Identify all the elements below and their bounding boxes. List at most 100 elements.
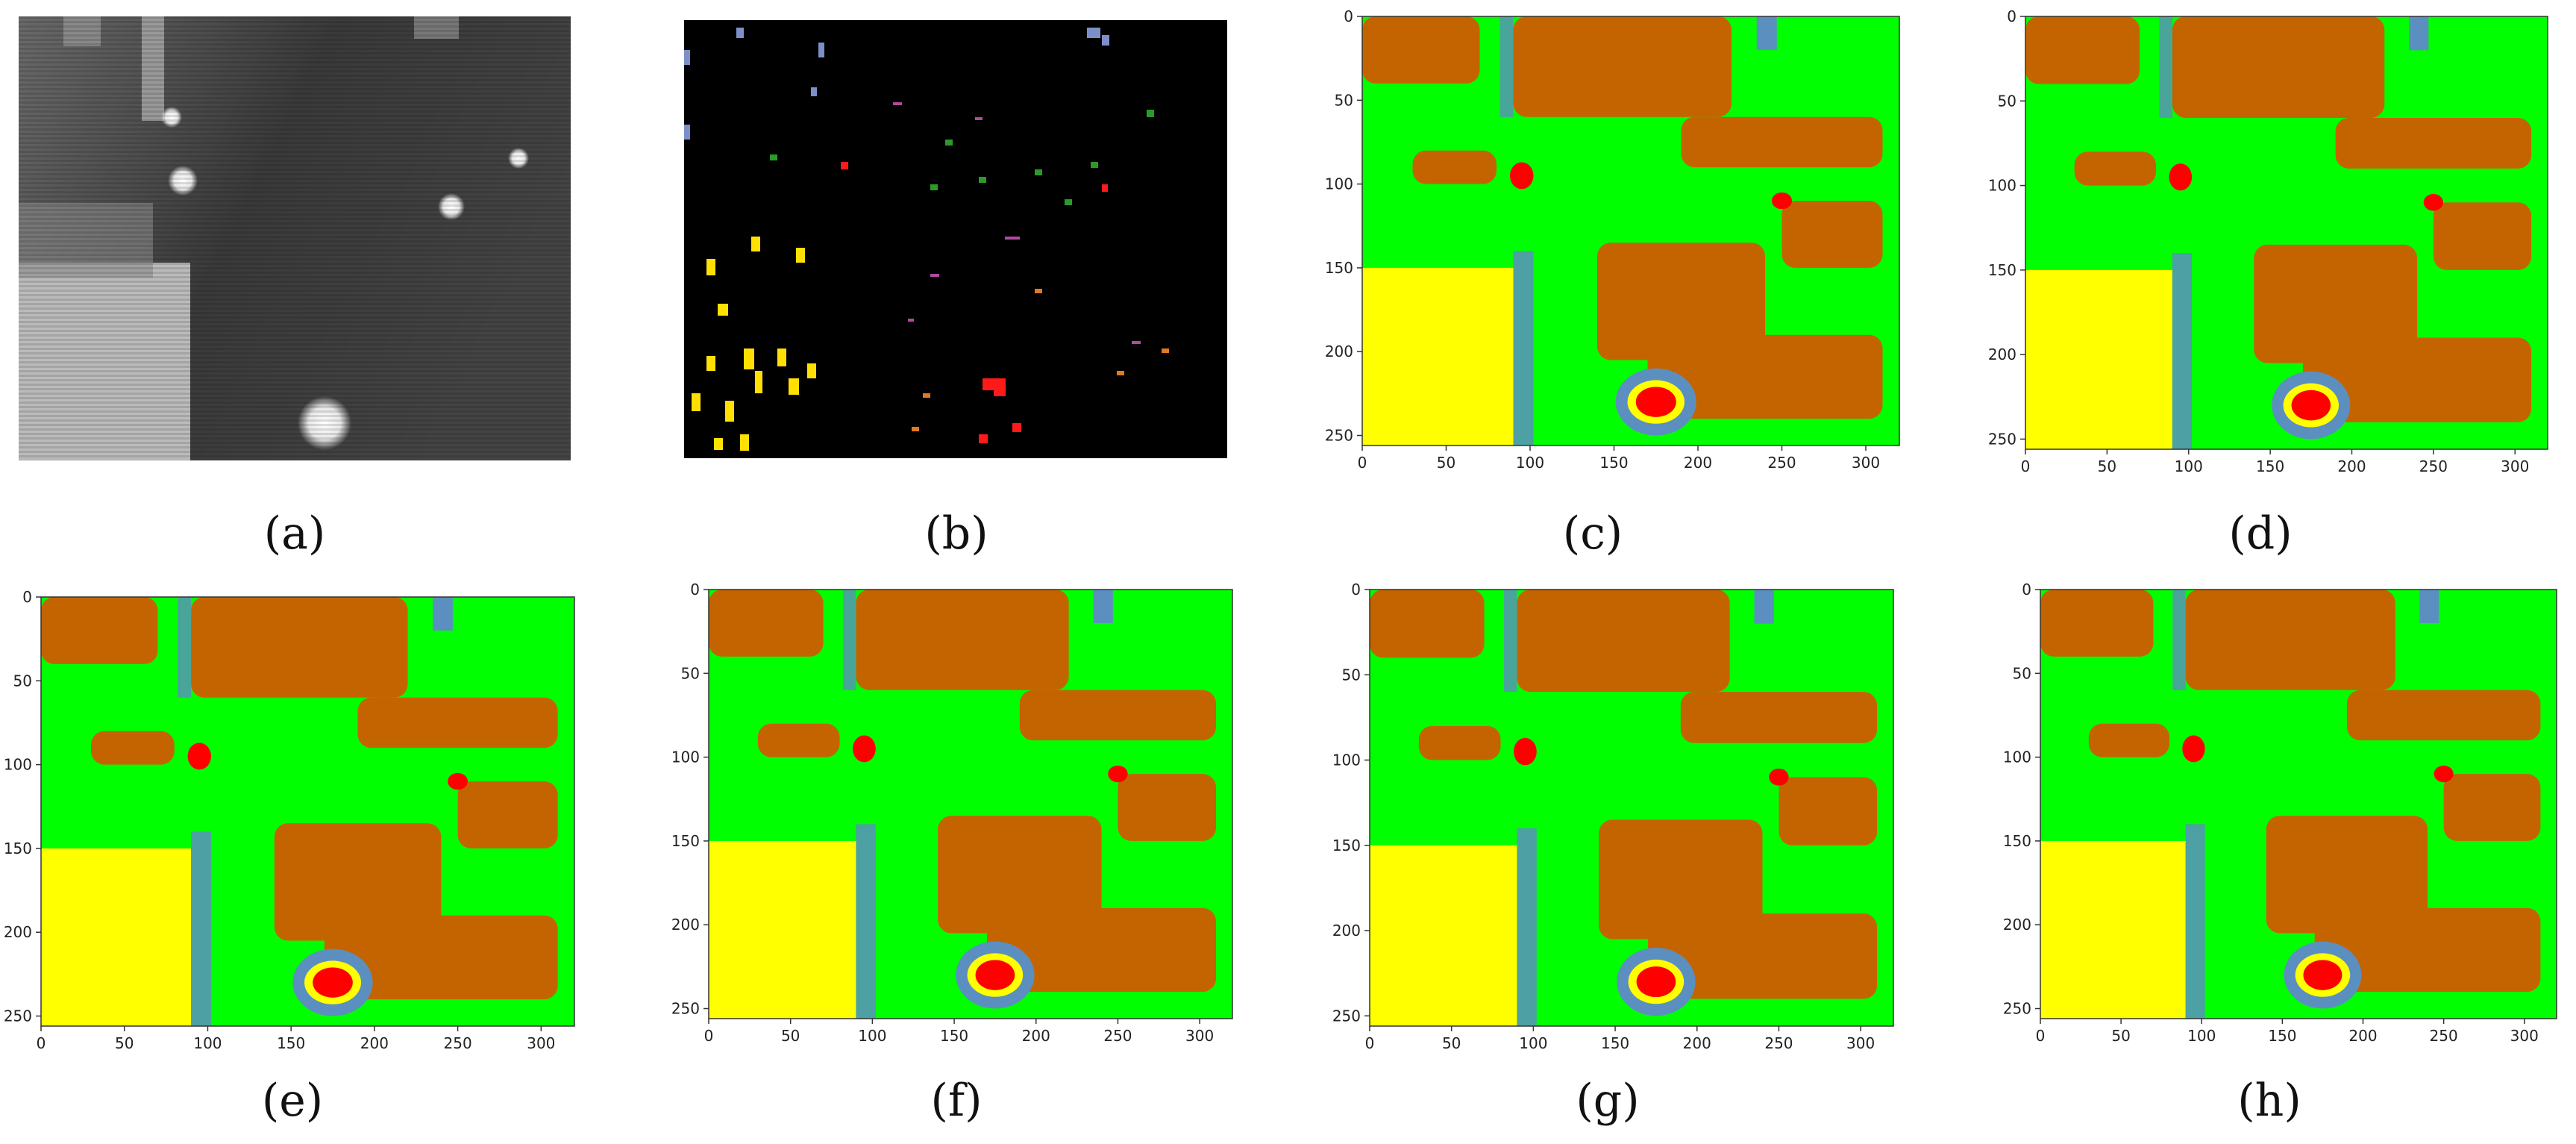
x-tick-label: 100 bbox=[2175, 457, 2203, 475]
class-region-blue bbox=[1499, 16, 1514, 117]
panel-h: 0 50 100 150 200 250 300 0 50 100 150 200 250 bbox=[2003, 581, 2557, 1045]
hotspot-red bbox=[2303, 960, 2342, 990]
class-region-brown bbox=[1513, 16, 1732, 117]
y-tick-label: 250 bbox=[2003, 1000, 2031, 1018]
class-region-blue bbox=[2185, 824, 2205, 1019]
class-region-yellow bbox=[41, 848, 192, 1026]
class-region-blue bbox=[2409, 16, 2429, 51]
x-tick-label: 150 bbox=[2268, 1027, 2296, 1045]
segmentation-map-g: 0 50 100 150 200 250 300 0 50 100 150 200 250 bbox=[1332, 581, 1894, 1052]
segmentation-map-d: 0 50 100 150 200 250 300 0 50 100 150 200 250 bbox=[1988, 7, 2548, 475]
class-region-brown bbox=[2443, 774, 2541, 841]
x-tick-label: 150 bbox=[277, 1034, 305, 1052]
class-region-blue bbox=[191, 831, 211, 1026]
class-region-brown bbox=[938, 816, 1102, 934]
hotspot-red bbox=[1769, 768, 1789, 786]
y-tick-label: 250 bbox=[1988, 430, 2016, 448]
class-region-yellow bbox=[2040, 840, 2186, 1019]
class-region-brown bbox=[2025, 16, 2140, 84]
axes-frame bbox=[1369, 589, 1894, 1027]
x-tick-label: 50 bbox=[1437, 454, 1455, 472]
hotspot-red bbox=[313, 967, 353, 998]
class-region-brown bbox=[1647, 334, 1883, 419]
class-region-brown bbox=[2314, 907, 2541, 993]
y-tick-label: 200 bbox=[1325, 343, 1353, 360]
y-tick-label: 0 bbox=[690, 581, 700, 598]
y-tick-label: 250 bbox=[671, 1000, 700, 1018]
class-region-brown bbox=[2172, 16, 2385, 118]
class-region-brown bbox=[2266, 816, 2428, 934]
y-tick-label: 200 bbox=[1332, 922, 1361, 940]
class-region-brown bbox=[457, 781, 558, 848]
x-tick-label: 300 bbox=[2510, 1027, 2539, 1045]
segmentation-map-c: 0 50 100 150 200 250 300 0 50 100 150 200 250 bbox=[1325, 7, 1900, 472]
y-tick-label: 150 bbox=[1988, 261, 2016, 279]
y-tick-label: 0 bbox=[2022, 581, 2031, 598]
class-region-yellow bbox=[1362, 267, 1514, 446]
class-region-brown bbox=[1781, 201, 1883, 268]
y-tick-label: 100 bbox=[4, 756, 32, 774]
class-region-brown bbox=[2433, 202, 2532, 270]
class-region-brown bbox=[357, 697, 558, 748]
grayscale-image bbox=[19, 16, 571, 460]
class-region-brown bbox=[2335, 117, 2532, 169]
hotspot-red bbox=[1108, 765, 1128, 783]
x-tick-label: 200 bbox=[360, 1034, 389, 1052]
x-tick-label: 0 bbox=[704, 1027, 714, 1045]
x-tick-label: 200 bbox=[1683, 1034, 1711, 1052]
class-region-brown bbox=[1599, 819, 1763, 940]
class-region-blue bbox=[1503, 590, 1517, 693]
panel-g: 0 50 100 150 200 250 300 0 50 100 150 200 250 bbox=[1332, 581, 1894, 1052]
caption-b: (b) bbox=[924, 507, 988, 560]
class-region-brown bbox=[709, 590, 824, 657]
x-tick-label: 100 bbox=[858, 1027, 886, 1045]
class-region-brown bbox=[191, 597, 408, 698]
x-tick-label: 150 bbox=[2256, 457, 2284, 475]
y-tick-label: 150 bbox=[671, 832, 700, 850]
y-tick-label: 50 bbox=[681, 664, 700, 682]
x-tick-label: 300 bbox=[2501, 457, 2529, 475]
caption-g: (g) bbox=[1576, 1075, 1640, 1127]
axes-frame bbox=[1361, 16, 1900, 446]
class-region-brown bbox=[41, 597, 158, 664]
blob-image bbox=[684, 20, 1227, 458]
x-tick-label: 100 bbox=[193, 1034, 222, 1052]
y-tick-label: 250 bbox=[4, 1007, 32, 1025]
y-tick-label: 50 bbox=[1342, 666, 1361, 684]
class-region-brown bbox=[1362, 16, 1480, 84]
class-region-brown bbox=[856, 590, 1069, 690]
y-tick-label: 250 bbox=[1332, 1007, 1361, 1025]
panel-c: 0 50 100 150 200 250 300 0 50 100 150 200 250 bbox=[1325, 7, 1900, 472]
hotspot-red bbox=[1514, 737, 1537, 766]
class-region-blue bbox=[2172, 253, 2193, 449]
axes-frame bbox=[708, 589, 1233, 1019]
panel-e: 0 50 100 150 200 250 300 0 50 100 150 200 250 bbox=[4, 588, 575, 1052]
caption-a: (a) bbox=[263, 507, 326, 560]
segmentation-map-h: 0 50 100 150 200 250 300 0 50 100 150 200 250 bbox=[2003, 581, 2557, 1045]
class-region-brown bbox=[1597, 243, 1765, 360]
x-tick-label: 0 bbox=[2036, 1027, 2046, 1045]
caption-e: (e) bbox=[261, 1075, 324, 1127]
class-region-brown bbox=[1118, 774, 1217, 841]
x-tick-label: 250 bbox=[2419, 457, 2448, 475]
y-tick-label: 250 bbox=[1325, 427, 1353, 445]
class-region-brown bbox=[2074, 151, 2156, 186]
y-tick-label: 100 bbox=[1325, 175, 1353, 193]
class-region-brown bbox=[986, 907, 1217, 993]
caption-f: (f) bbox=[930, 1075, 983, 1127]
class-region-blue bbox=[1517, 828, 1537, 1026]
class-region-blue bbox=[1756, 16, 1777, 50]
y-tick-label: 100 bbox=[671, 748, 700, 766]
x-tick-label: 100 bbox=[1519, 1034, 1547, 1052]
y-tick-label: 0 bbox=[1351, 581, 1361, 598]
class-region-brown bbox=[2302, 337, 2532, 422]
y-tick-label: 200 bbox=[1988, 346, 2016, 363]
hotspot-red bbox=[1636, 966, 1676, 998]
x-tick-label: 250 bbox=[1103, 1027, 1132, 1045]
x-tick-label: 200 bbox=[1684, 454, 1712, 472]
class-region-brown bbox=[1412, 150, 1497, 184]
x-tick-label: 250 bbox=[444, 1034, 472, 1052]
y-tick-label: 100 bbox=[1988, 177, 2016, 195]
segmentation-map-e: 0 50 100 150 200 250 300 0 50 100 150 200 250 bbox=[4, 588, 575, 1052]
y-tick-label: 200 bbox=[671, 916, 700, 934]
